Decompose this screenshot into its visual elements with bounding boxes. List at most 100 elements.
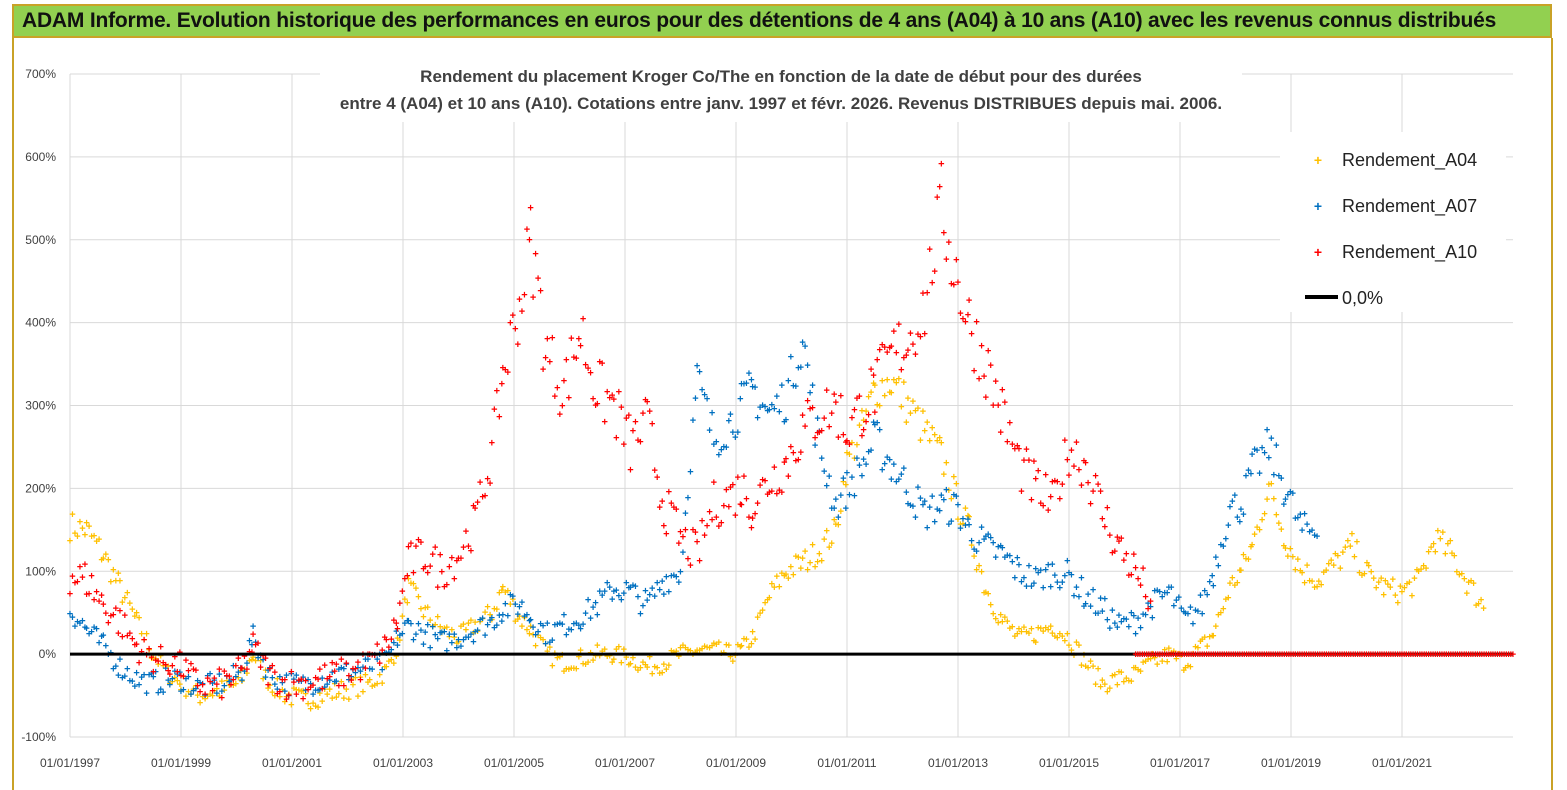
data-point: +	[216, 691, 222, 703]
data-point: +	[1042, 623, 1048, 635]
data-point: +	[1064, 454, 1070, 466]
data-point: +	[807, 557, 813, 569]
data-point: +	[1140, 657, 1146, 669]
data-point: +	[1004, 436, 1010, 448]
data-point: +	[828, 538, 834, 550]
data-point: +	[630, 653, 636, 665]
data-point: +	[1256, 525, 1262, 537]
data-point: +	[1468, 576, 1474, 588]
data-point: +	[559, 619, 565, 631]
data-point: +	[1090, 486, 1096, 498]
data-point: +	[241, 664, 247, 676]
data-point: +	[272, 691, 278, 703]
data-point: +	[1361, 649, 1367, 661]
data-point: +	[606, 582, 612, 594]
data-point: +	[573, 618, 579, 630]
data-point: +	[1254, 522, 1260, 534]
data-point: +	[872, 407, 878, 419]
data-point: +	[798, 563, 804, 575]
data-point: +	[150, 653, 156, 665]
data-point: +	[169, 676, 175, 688]
data-point: +	[1451, 551, 1457, 563]
data-point: +	[277, 686, 283, 698]
data-point: +	[921, 329, 927, 341]
data-point: +	[790, 569, 796, 581]
data-point: +	[752, 634, 758, 646]
data-point: +	[774, 571, 780, 583]
data-point: +	[846, 490, 852, 502]
data-point: +	[1237, 565, 1243, 577]
data-point: +	[1114, 680, 1120, 692]
data-point: +	[1018, 486, 1024, 498]
data-point: +	[831, 515, 837, 527]
data-point: +	[1201, 632, 1207, 644]
data-point: +	[863, 406, 869, 418]
data-point: +	[826, 471, 832, 483]
data-point: +	[818, 426, 824, 438]
data-point: +	[1023, 581, 1029, 593]
data-point: +	[1374, 649, 1380, 661]
data-point: +	[1071, 461, 1077, 473]
data-point: +	[129, 634, 135, 646]
data-point: +	[350, 665, 356, 677]
data-point: +	[582, 608, 588, 620]
data-point: +	[1145, 654, 1151, 666]
data-point: +	[1176, 592, 1182, 604]
y-tick-label: 200%	[25, 481, 56, 495]
data-point: +	[410, 567, 416, 579]
data-point: +	[846, 449, 852, 461]
data-point: +	[1081, 456, 1087, 468]
data-point: +	[399, 628, 405, 640]
data-point: +	[582, 359, 588, 371]
data-point: +	[953, 491, 959, 503]
data-point: +	[250, 621, 256, 633]
data-point: +	[1245, 465, 1251, 477]
data-point: +	[366, 674, 372, 686]
data-point: +	[405, 542, 411, 554]
data-point: +	[1271, 469, 1277, 481]
data-point: +	[1447, 536, 1453, 548]
data-point: +	[454, 638, 460, 650]
data-point: +	[1037, 623, 1043, 635]
data-point: +	[1403, 649, 1409, 661]
data-point: +	[515, 339, 521, 351]
data-point: +	[77, 516, 83, 528]
data-point: +	[160, 687, 166, 699]
data-point: +	[1232, 580, 1238, 592]
data-point: +	[1463, 649, 1469, 661]
data-point: +	[1166, 643, 1172, 655]
data-point: +	[807, 403, 813, 415]
data-point: +	[891, 459, 897, 471]
data-point: +	[324, 689, 330, 701]
data-point: +	[580, 658, 586, 670]
data-point: +	[1107, 683, 1113, 695]
data-point: +	[357, 672, 363, 684]
data-point: +	[454, 642, 460, 654]
data-point: +	[74, 616, 80, 628]
data-point: +	[759, 400, 765, 412]
data-point: +	[103, 608, 109, 620]
data-point: +	[209, 678, 215, 690]
data-point: +	[1121, 555, 1127, 567]
data-point: +	[685, 644, 691, 656]
data-point: +	[795, 455, 801, 467]
data-point: +	[1082, 598, 1088, 610]
data-point: +	[224, 671, 230, 683]
data-point: +	[298, 674, 304, 686]
data-point: +	[69, 509, 75, 521]
data-point: +	[1218, 540, 1224, 552]
data-point: +	[178, 685, 184, 697]
data-point: +	[783, 569, 789, 581]
data-point: +	[1428, 542, 1434, 554]
data-point: +	[632, 662, 638, 674]
data-point: +	[788, 352, 794, 364]
data-point: +	[1102, 593, 1108, 605]
data-point: +	[230, 675, 236, 687]
data-point: +	[609, 657, 615, 669]
data-point: +	[1054, 477, 1060, 489]
data-point: +	[527, 202, 533, 214]
data-point: +	[1248, 649, 1254, 661]
data-point: +	[934, 192, 940, 204]
data-point: +	[119, 672, 125, 684]
data-point: +	[487, 615, 493, 627]
